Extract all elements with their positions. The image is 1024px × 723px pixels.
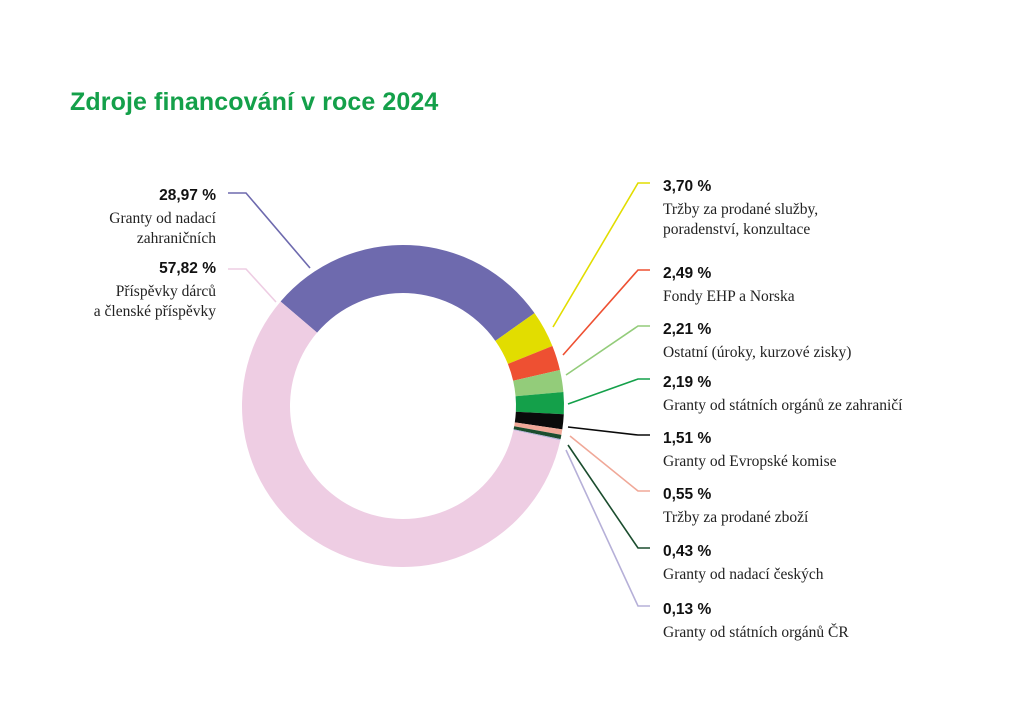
leader-line-trzby-za-prodane-zbozi [569, 435, 650, 492]
data-label-text: zahraničních [137, 230, 216, 247]
slice-granty-od-evropske-komise [514, 411, 564, 430]
leader-line-prispevky-darcu-a-clenske-prispevky [228, 268, 277, 303]
data-label-text: poradenství, konzultace [663, 221, 810, 238]
data-label-pct: 2,19 % [663, 374, 711, 391]
leader-line-granty-od-nadaci-zahranicnich [228, 192, 311, 269]
data-label-text: Tržby za prodané zboží [663, 509, 809, 526]
leader-line-ostatni-uroky-kurzove-zisky [565, 325, 650, 376]
slice-trzby-za-prodane-zbozi [514, 422, 563, 435]
data-label-text: Granty od státních orgánů ČR [663, 624, 849, 641]
leader-line-granty-od-nadaci-ceskych [567, 444, 650, 549]
leader-line-trzby-za-prodane-sluzby-poradenstvi-konzultace [552, 182, 650, 328]
data-label-text: Granty od státních orgánů ze zahraničí [663, 397, 903, 414]
data-label-pct: 2,49 % [663, 265, 711, 282]
leader-line-granty-od-statnich-organu-ze-zahranici [567, 378, 650, 405]
chart-title: Zdroje financování v roce 2024 [70, 88, 439, 116]
data-label-text: Fondy EHP a Norska [663, 288, 795, 305]
data-label-pct: 57,82 % [159, 260, 216, 277]
data-label-pct: 2,21 % [663, 321, 711, 338]
data-label-text: Příspěvky dárců [116, 283, 217, 300]
slice-trzby-za-prodane-sluzby-poradenstvi-konzultace [495, 313, 553, 364]
data-label-text: Granty od Evropské komise [663, 453, 837, 470]
data-label-text: a členské příspěvky [94, 303, 216, 320]
data-label-text: Tržby za prodané služby, [663, 201, 818, 218]
slice-granty-od-statnich-organu-cr [513, 429, 561, 441]
data-label-pct: 0,13 % [663, 601, 711, 618]
data-label-text: Granty od nadací [109, 210, 216, 227]
data-label-pct: 0,55 % [663, 486, 711, 503]
slice-fondy-ehp-a-norska [507, 345, 560, 381]
leader-line-granty-od-statnich-organu-cr [565, 449, 650, 607]
data-label-pct: 3,70 % [663, 178, 711, 195]
data-label-pct: 28,97 % [159, 187, 216, 204]
slice-granty-od-nadaci-ceskych [513, 426, 562, 440]
slice-granty-od-statnich-organu-ze-zahranici [515, 392, 565, 415]
data-label-pct: 0,43 % [663, 543, 711, 560]
data-label-text: Granty od nadací českých [663, 566, 824, 583]
data-label-text: Ostatní (úroky, kurzové zisky) [663, 344, 851, 361]
leader-line-fondy-ehp-a-norska [562, 269, 650, 356]
leader-line-granty-od-evropske-komise [567, 426, 650, 436]
slice-granty-od-nadaci-zahranicnich [280, 245, 535, 341]
data-label-pct: 1,51 % [663, 430, 711, 447]
slice-ostatni-uroky-kurzove-zisky [513, 369, 564, 397]
slice-prispevky-darcu-a-clenske-prispevky [242, 301, 561, 567]
